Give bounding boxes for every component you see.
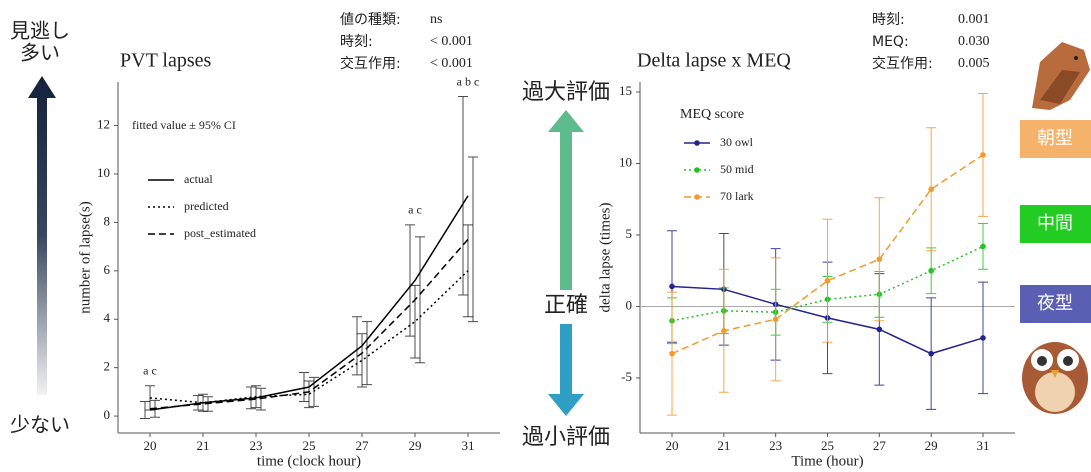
stat-label: 時刻: <box>340 34 373 50</box>
stat-value: ns <box>430 12 442 27</box>
stat-label: 交互作用: <box>340 55 401 72</box>
x-axis-label: Time (hour) <box>791 453 863 469</box>
point <box>877 256 883 262</box>
x-tick-label: 27 <box>356 438 370 453</box>
significance-letters: a b c <box>457 74 480 88</box>
x-tick-label: 31 <box>462 438 475 453</box>
error-bar <box>352 317 362 375</box>
chart-title: PVT lapses <box>120 50 212 72</box>
point <box>877 327 883 333</box>
chart-title: Delta lapse x MEQ <box>637 50 791 72</box>
legend-label: 30 owl <box>720 135 754 149</box>
point <box>980 152 986 158</box>
up-arrow <box>548 110 584 290</box>
stat-label: 交互作用: <box>872 55 933 72</box>
y-axis-label: delta lapse (times) <box>597 203 613 313</box>
y-tick-label: 10 <box>619 154 632 169</box>
error-bar <box>458 97 468 295</box>
scale-middle: 正確 <box>544 293 588 318</box>
y-tick-label: 12 <box>97 117 110 132</box>
point <box>928 186 934 192</box>
legend-label: predicted <box>184 199 229 213</box>
significance-letters: a c <box>408 203 422 217</box>
subtitle: fitted value ± 95% CI <box>132 118 236 132</box>
y-tick-label: 5 <box>626 226 633 241</box>
x-tick-label: 20 <box>666 438 679 453</box>
owl-icon <box>1022 342 1088 414</box>
legend-label: 50 mid <box>720 162 754 176</box>
x-tick-label: 25 <box>303 438 316 453</box>
stat-value: 0.005 <box>958 56 990 71</box>
x-tick-label: 23 <box>250 438 263 453</box>
y-axis-label: number of lapse(s) <box>77 201 93 313</box>
error-bar <box>309 377 319 406</box>
point <box>928 351 934 357</box>
stat-label: MEQ: <box>872 34 909 50</box>
y-tick-label: 2 <box>104 359 111 374</box>
scale-top: 多い <box>20 41 60 65</box>
x-tick-label: 31 <box>977 438 990 453</box>
point <box>928 268 934 274</box>
error-bar <box>415 237 425 363</box>
scale-top: 見逃し <box>10 19 70 43</box>
chronotype-label: 夜型 <box>1037 293 1073 314</box>
bird-icon <box>1032 42 1090 110</box>
legend-marker <box>694 140 700 146</box>
y-tick-label: 8 <box>104 213 111 228</box>
scale-arrow <box>28 76 56 395</box>
scale-top: 過大評価 <box>522 80 610 105</box>
point <box>980 244 986 250</box>
stat-value: < 0.001 <box>430 56 473 71</box>
stat-label: 値の種類: <box>340 12 401 28</box>
y-tick-label: 15 <box>619 83 632 98</box>
scale-bottom: 少ない <box>10 413 70 437</box>
point <box>721 328 727 334</box>
legend-label: post_estimated <box>184 226 256 240</box>
stat-value: 0.001 <box>958 12 990 27</box>
y-tick-label: 10 <box>97 165 110 180</box>
scale-bottom: 過小評価 <box>522 425 610 450</box>
stat-value: < 0.001 <box>430 34 473 49</box>
point <box>980 335 986 341</box>
y-tick-label: -5 <box>621 369 632 384</box>
legend-label: 70 lark <box>720 189 754 203</box>
y-tick-label: 4 <box>104 310 111 325</box>
x-axis-label: time (clock hour) <box>257 453 361 469</box>
error-bar <box>405 225 415 336</box>
chronotype-label: 朝型 <box>1037 128 1073 149</box>
error-bar <box>410 285 420 358</box>
point <box>669 284 675 290</box>
down-arrow <box>548 324 584 416</box>
legend-title: MEQ score <box>680 107 744 122</box>
stat-value: 0.030 <box>958 34 990 49</box>
point <box>773 317 779 323</box>
chronotype-label: 中間 <box>1037 213 1073 234</box>
x-tick-label: 29 <box>409 438 422 453</box>
stat-label: 時刻: <box>872 12 905 28</box>
x-tick-label: 27 <box>873 438 887 453</box>
y-tick-label: 0 <box>626 297 633 312</box>
x-tick-label: 20 <box>144 438 157 453</box>
x-tick-label: 23 <box>769 438 782 453</box>
point <box>825 278 831 284</box>
figure: 見逃し 多い 少ない 過大評価 正確 過小評価 朝型 中間 夜型 PVT lap… <box>0 0 1091 472</box>
legend-label: actual <box>184 172 213 186</box>
y-tick-label: 0 <box>104 407 111 422</box>
point <box>669 351 675 357</box>
error-bar <box>362 322 372 385</box>
error-bar <box>468 157 478 322</box>
x-tick-label: 21 <box>197 438 210 453</box>
x-tick-label: 21 <box>717 438 730 453</box>
y-tick-label: 6 <box>104 262 111 277</box>
significance-letters: a c <box>143 364 157 378</box>
x-tick-label: 25 <box>821 438 834 453</box>
legend-marker <box>694 167 700 173</box>
x-tick-label: 29 <box>925 438 938 453</box>
legend-marker <box>694 194 700 200</box>
